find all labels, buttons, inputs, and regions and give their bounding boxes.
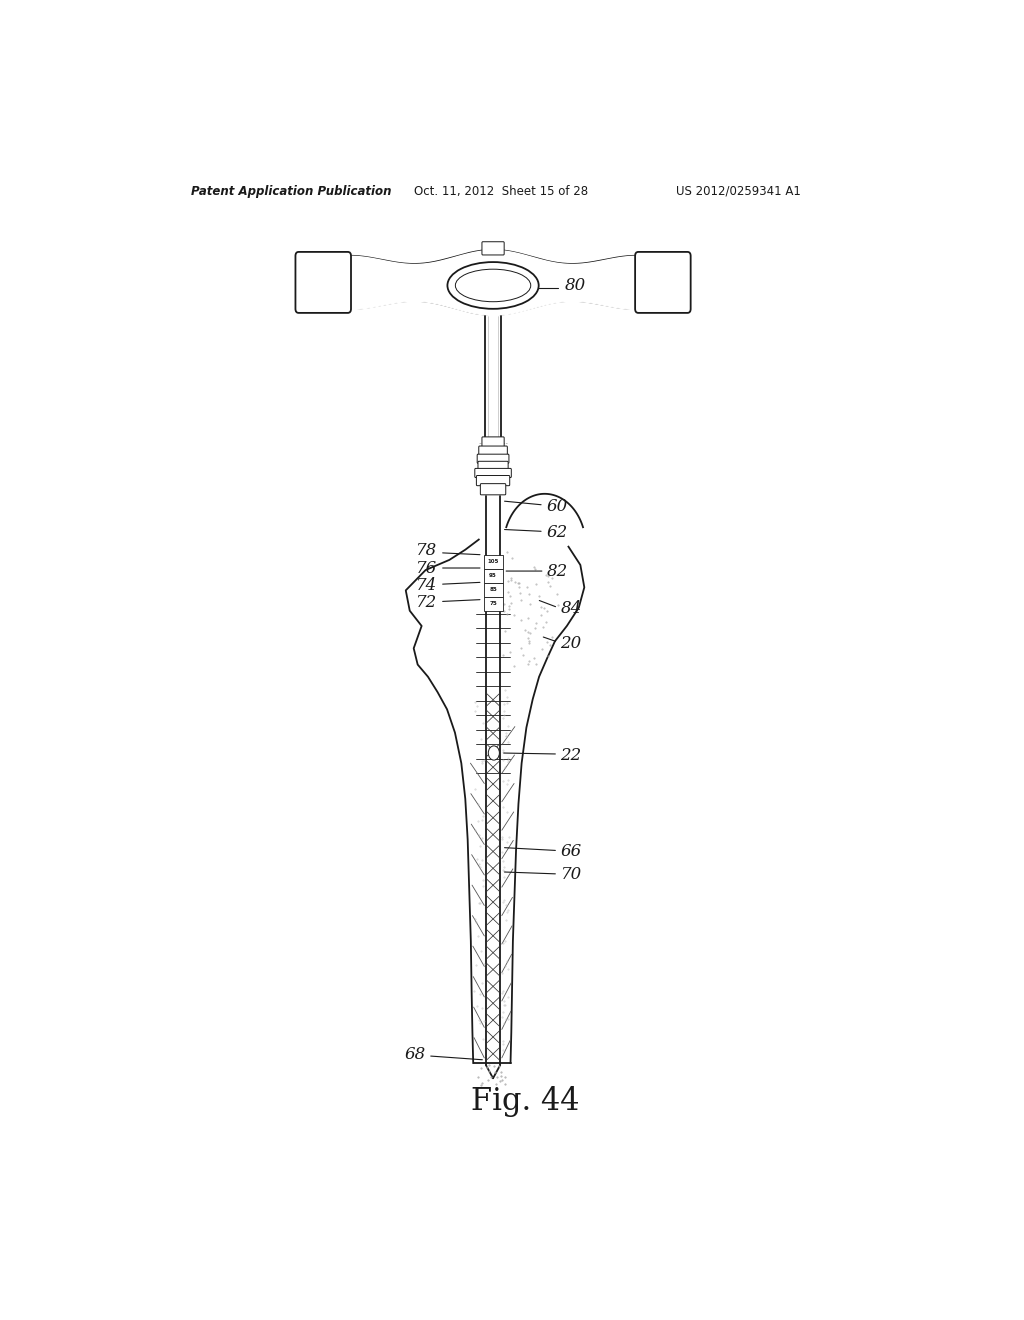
Text: 80: 80	[564, 277, 586, 294]
Text: 20: 20	[560, 635, 582, 652]
Text: Oct. 11, 2012  Sheet 15 of 28: Oct. 11, 2012 Sheet 15 of 28	[414, 185, 588, 198]
Text: 78: 78	[416, 543, 437, 560]
Text: 76: 76	[416, 560, 437, 577]
FancyBboxPatch shape	[476, 475, 510, 486]
Ellipse shape	[447, 263, 539, 309]
Bar	[483, 582, 503, 597]
Text: Patent Application Publication: Patent Application Publication	[191, 185, 392, 198]
Ellipse shape	[456, 269, 530, 302]
FancyBboxPatch shape	[475, 469, 511, 478]
FancyBboxPatch shape	[478, 461, 508, 470]
FancyBboxPatch shape	[482, 437, 504, 447]
Text: 82: 82	[547, 562, 568, 579]
Ellipse shape	[488, 746, 500, 760]
Text: 60: 60	[546, 498, 567, 515]
Text: 68: 68	[404, 1047, 426, 1064]
Bar	[344, 255, 642, 310]
Text: 62: 62	[546, 524, 567, 541]
Text: 72: 72	[416, 594, 437, 611]
Text: 85: 85	[489, 587, 497, 593]
Text: 74: 74	[416, 577, 437, 594]
FancyBboxPatch shape	[482, 242, 504, 255]
Text: Fig. 44: Fig. 44	[471, 1086, 579, 1117]
Bar	[483, 569, 503, 582]
Text: 22: 22	[560, 747, 582, 763]
Text: 84: 84	[560, 601, 582, 618]
Text: 70: 70	[560, 866, 582, 883]
FancyBboxPatch shape	[635, 252, 690, 313]
Text: 95: 95	[489, 573, 497, 578]
Text: 105: 105	[487, 560, 499, 564]
FancyBboxPatch shape	[477, 454, 509, 463]
FancyBboxPatch shape	[480, 483, 506, 495]
Text: US 2012/0259341 A1: US 2012/0259341 A1	[676, 185, 801, 198]
Text: 66: 66	[560, 843, 582, 861]
Bar	[483, 554, 503, 569]
Bar	[483, 597, 503, 611]
Text: 75: 75	[489, 601, 497, 606]
FancyBboxPatch shape	[296, 252, 351, 313]
FancyBboxPatch shape	[479, 446, 507, 457]
